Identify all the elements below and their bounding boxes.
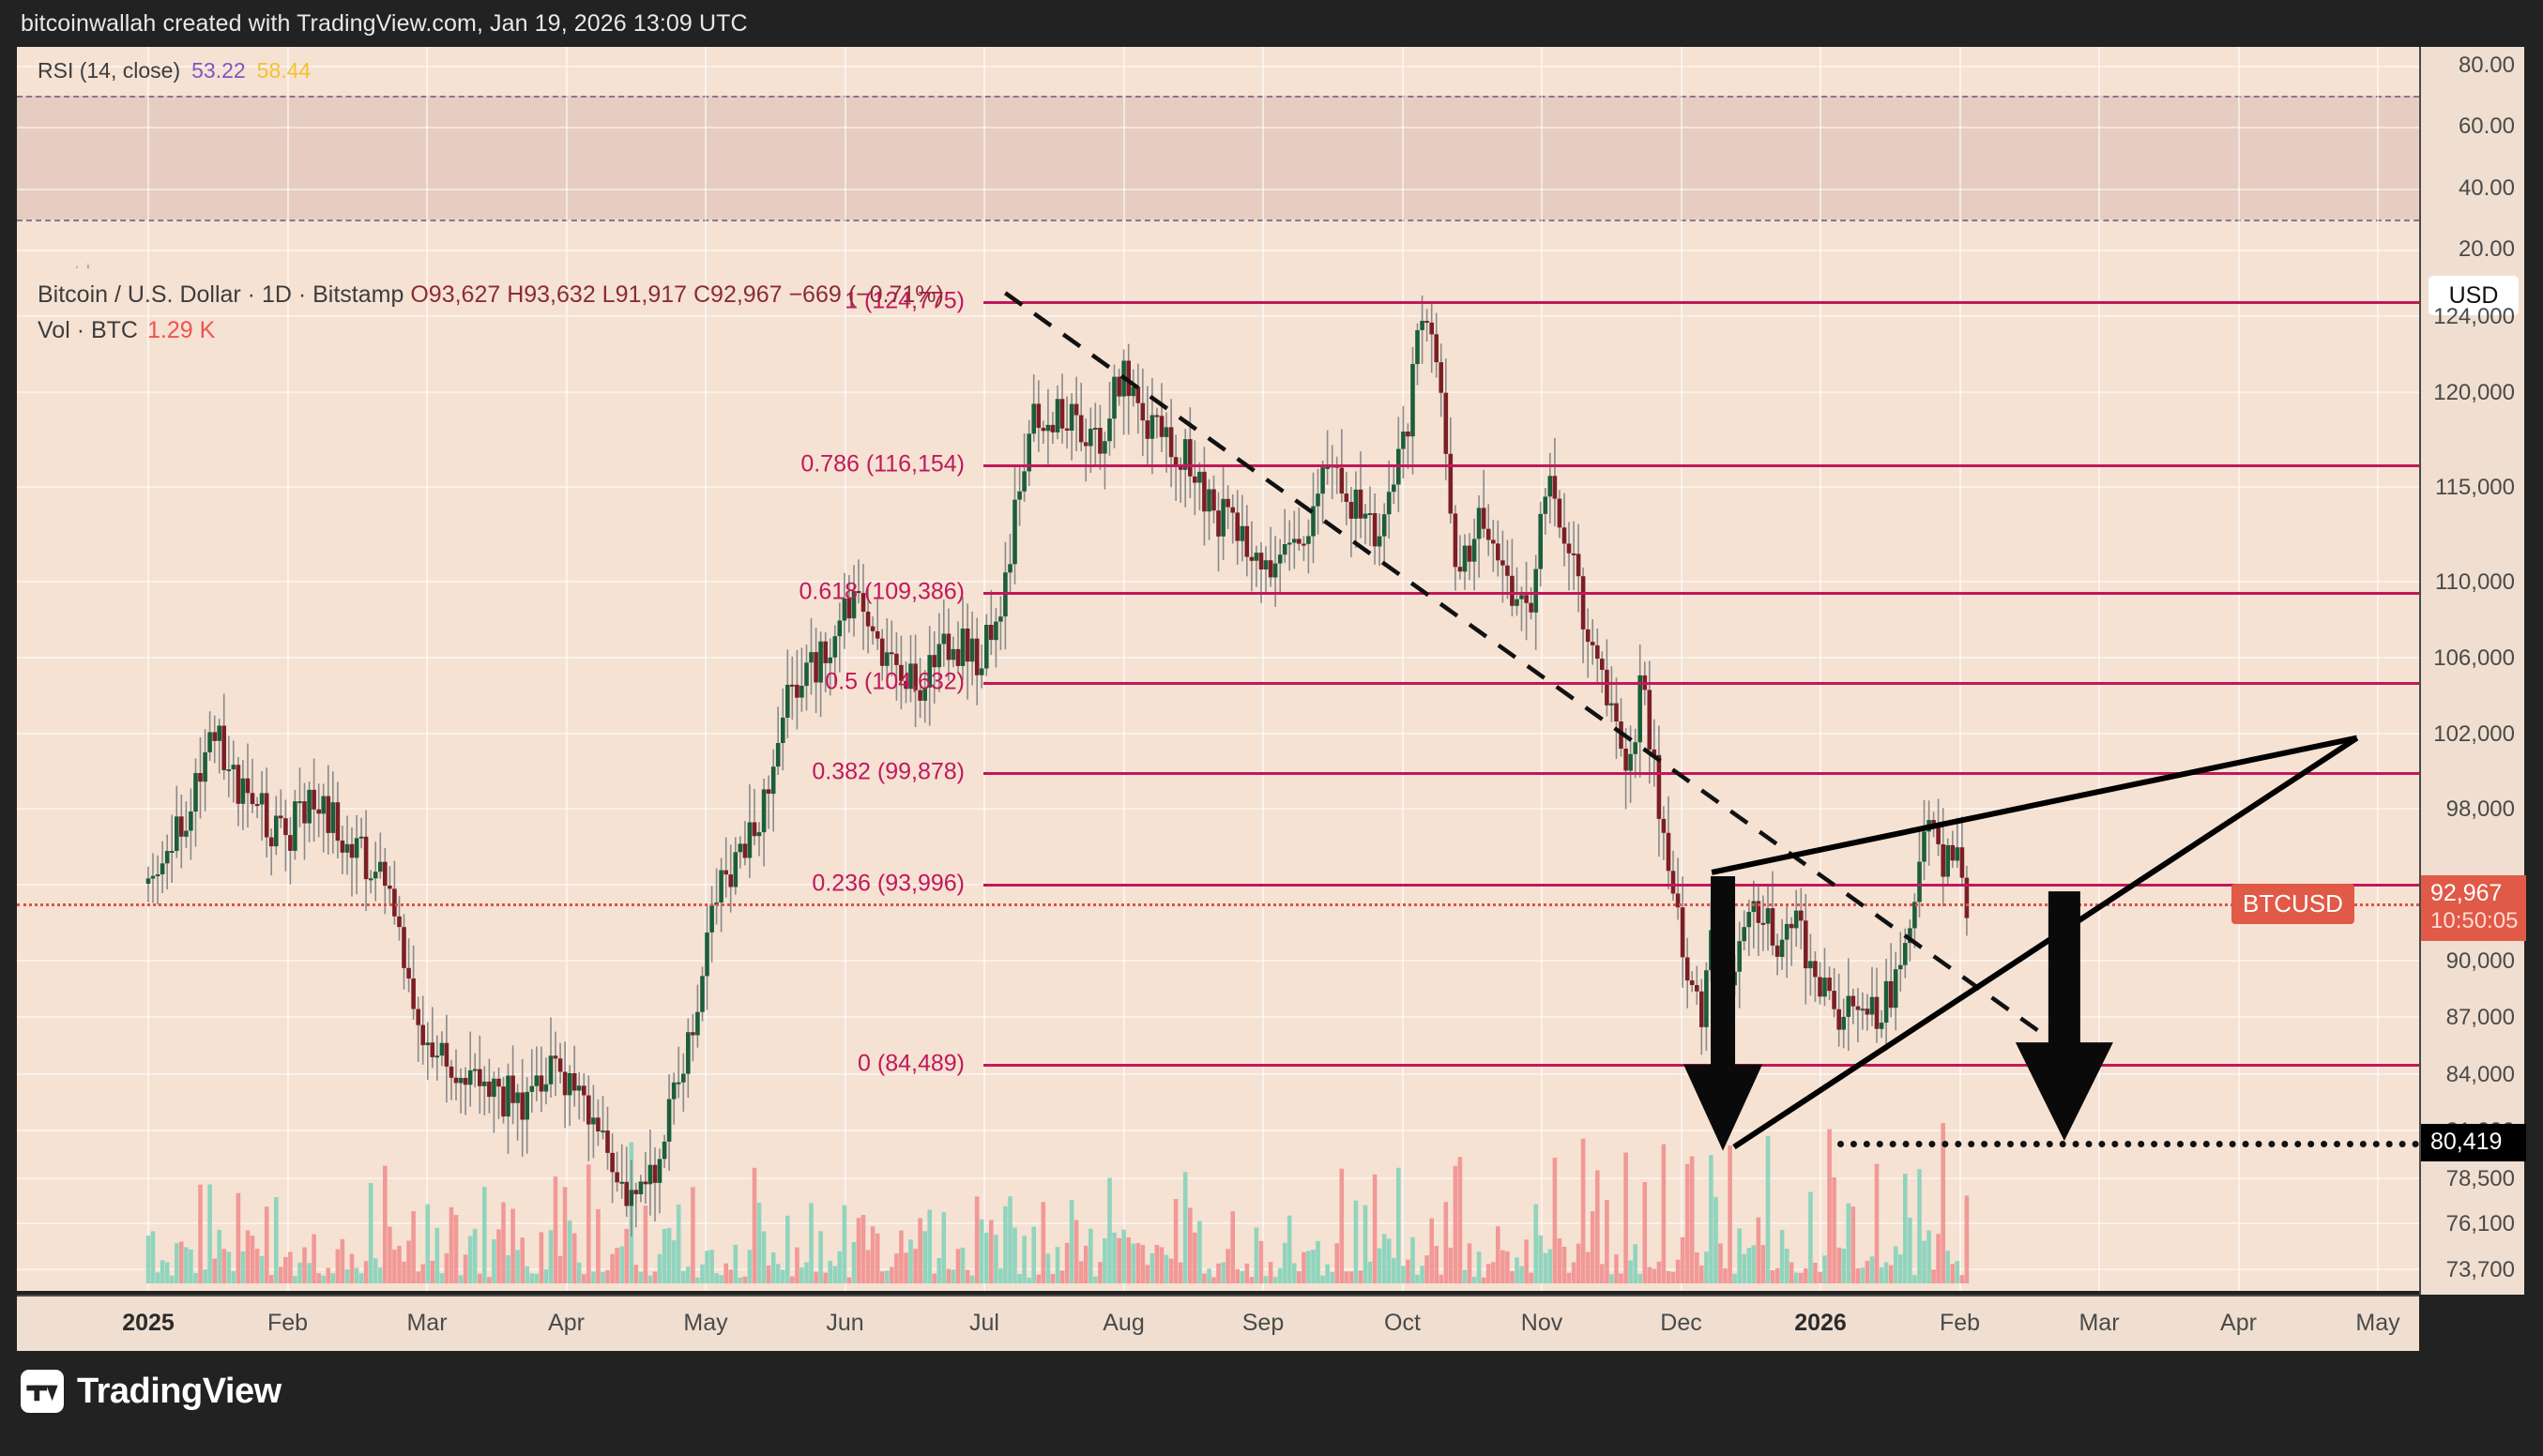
target-price-dotted-line [1837, 1141, 2419, 1148]
current-price-line [17, 902, 2419, 906]
rsi-overbought-oversold-band [17, 96, 2419, 220]
fib-label: 0.382 (99,878) [812, 758, 965, 785]
fib-line[interactable] [983, 592, 2419, 596]
tradingview-wordmark: TradingView [77, 1371, 282, 1411]
time-axis-tick: Jul [969, 1310, 999, 1336]
fib-label: 0.786 (116,154) [800, 450, 965, 478]
fib-label: 0 (84,489) [858, 1050, 965, 1077]
time-axis-tick: Apr [2220, 1310, 2257, 1336]
time-axis[interactable]: 2025 Feb Mar Apr May Jun Jul Aug Sep Oct Nov Dec 202… [17, 1295, 2419, 1351]
time-axis-tick: May [2355, 1310, 2400, 1336]
time-axis-tick: Nov [1520, 1310, 1563, 1336]
symbol-badge[interactable]: BTCUSD [2231, 883, 2354, 924]
price-pane[interactable]: 1 (124,775) 0.786 (116,154) 0.618 (109,386… [17, 268, 2419, 1291]
fib-line[interactable] [983, 884, 2419, 887]
instrument-title: Bitcoin / U.S. Dollar · 1D · Bitstamp [38, 281, 404, 308]
currency-badge[interactable]: USD [2429, 276, 2519, 315]
chart-frame: RSI (14, close) 53.22 58.44 1 (124,775) 0.7… [17, 47, 2526, 1295]
fib-label: 0.618 (109,386) [799, 578, 965, 605]
current-price-badge[interactable]: 92,967 10:50:05 [2421, 874, 2526, 941]
time-axis-tick: May [683, 1310, 728, 1336]
rsi-lower-band-line [17, 219, 2419, 221]
volume-legend[interactable]: Vol · BTC 1.29 K [38, 317, 215, 344]
tradingview-logo-icon [21, 1370, 64, 1413]
fib-label: 0.236 (93,996) [812, 870, 965, 897]
tradingview-footer[interactable]: TradingView [21, 1370, 282, 1413]
time-axis-tick: Feb [266, 1310, 309, 1336]
header-attribution: bitcoinwallah created with TradingView.c… [0, 0, 2543, 47]
ohlc-values: O93,627 H93,632 L91,917 C92,967 −669 (−0… [410, 281, 944, 308]
fib-label: 1 (124,775) [845, 287, 965, 314]
fib-label: 0.5 (104,632) [825, 668, 965, 695]
target-price-badge[interactable]: 80,419 [2421, 1124, 2526, 1162]
fib-line[interactable] [983, 682, 2419, 686]
rsi-value: 53.22 [191, 58, 246, 83]
rsi-legend[interactable]: RSI (14, close) 53.22 58.44 [38, 58, 311, 83]
time-axis-tick: Mar [406, 1310, 448, 1336]
rsi-upper-band-line [17, 96, 2419, 99]
time-axis-tick: Mar [2079, 1310, 2120, 1336]
fib-line[interactable] [983, 1063, 2419, 1067]
rsi-legend-name: RSI (14, close) [38, 58, 181, 83]
time-axis-tick: Oct [1384, 1310, 1421, 1336]
rsi-pane[interactable]: RSI (14, close) 53.22 58.44 [17, 47, 2419, 818]
current-price-countdown: 10:50:05 [2430, 907, 2519, 933]
time-axis-tick: Dec [1660, 1310, 1702, 1336]
volume-label: Vol · BTC [38, 317, 138, 343]
current-price-value: 92,967 [2430, 879, 2503, 906]
time-axis-tick: 2025 [122, 1310, 175, 1336]
time-axis-tick: 2026 [1794, 1310, 1847, 1336]
time-axis-tick: Sep [1241, 1310, 1285, 1336]
price-axis[interactable]: 80.00 60.00 40.00 20.00 USD 124,000 120,000 1… [2419, 47, 2526, 1295]
volume-value: 1.29 K [146, 317, 216, 343]
fib-line[interactable] [983, 463, 2419, 467]
fib-line[interactable] [983, 772, 2419, 776]
time-axis-tick: Jun [826, 1310, 864, 1336]
fib-line[interactable] [983, 300, 2419, 304]
rsi-ma-value: 58.44 [256, 58, 312, 83]
price-legend[interactable]: Bitcoin / U.S. Dollar · 1D · Bitstamp O9… [38, 281, 944, 309]
time-axis-tick: Apr [548, 1310, 585, 1336]
time-axis-tick: Aug [1103, 1310, 1145, 1336]
time-axis-tick: Feb [1939, 1310, 1981, 1336]
